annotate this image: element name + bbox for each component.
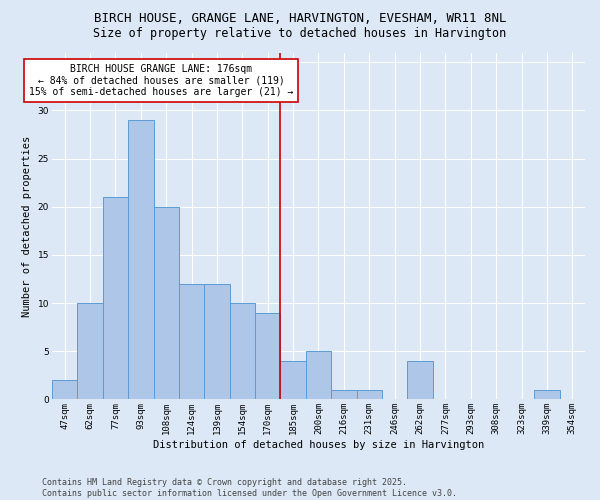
Bar bbox=[230, 303, 255, 400]
Bar bbox=[280, 361, 306, 400]
Text: Size of property relative to detached houses in Harvington: Size of property relative to detached ho… bbox=[94, 28, 506, 40]
Bar bbox=[534, 390, 560, 400]
Y-axis label: Number of detached properties: Number of detached properties bbox=[22, 136, 32, 316]
Bar bbox=[356, 390, 382, 400]
Bar bbox=[407, 361, 433, 400]
Bar bbox=[204, 284, 230, 400]
Bar bbox=[306, 351, 331, 400]
Bar bbox=[77, 303, 103, 400]
Bar bbox=[179, 284, 204, 400]
Bar bbox=[52, 380, 77, 400]
Text: Contains HM Land Registry data © Crown copyright and database right 2025.
Contai: Contains HM Land Registry data © Crown c… bbox=[42, 478, 457, 498]
Text: BIRCH HOUSE, GRANGE LANE, HARVINGTON, EVESHAM, WR11 8NL: BIRCH HOUSE, GRANGE LANE, HARVINGTON, EV… bbox=[94, 12, 506, 26]
Bar bbox=[128, 120, 154, 400]
Bar bbox=[331, 390, 356, 400]
Text: BIRCH HOUSE GRANGE LANE: 176sqm
← 84% of detached houses are smaller (119)
15% o: BIRCH HOUSE GRANGE LANE: 176sqm ← 84% of… bbox=[29, 64, 293, 98]
Bar bbox=[103, 197, 128, 400]
X-axis label: Distribution of detached houses by size in Harvington: Distribution of detached houses by size … bbox=[153, 440, 484, 450]
Bar bbox=[255, 312, 280, 400]
Bar bbox=[154, 206, 179, 400]
